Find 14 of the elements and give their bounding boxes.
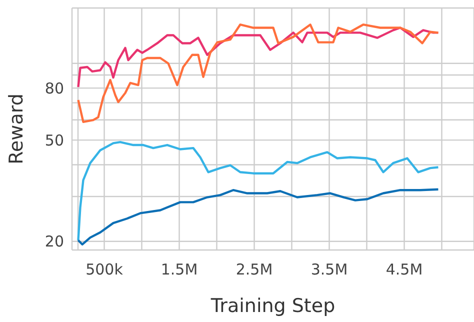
y-axis-title: Reward bbox=[6, 94, 28, 164]
line-series bbox=[77, 24, 440, 124]
line-series bbox=[77, 140, 440, 242]
y-tick-label: 50 bbox=[44, 131, 64, 150]
line-series bbox=[77, 26, 440, 88]
x-tick-label: 4.5M bbox=[386, 260, 423, 279]
x-tick-label: 1.5M bbox=[160, 260, 198, 279]
y-tick-label: 80 bbox=[44, 79, 64, 98]
line-series bbox=[77, 188, 440, 246]
x-axis-title: Training Step bbox=[210, 295, 336, 317]
y-tick-label: 20 bbox=[44, 232, 64, 251]
x-tick-label: 2.5M bbox=[236, 260, 273, 279]
x-tick-label: 500k bbox=[86, 260, 124, 279]
x-tick-label: 3.5M bbox=[310, 260, 348, 279]
